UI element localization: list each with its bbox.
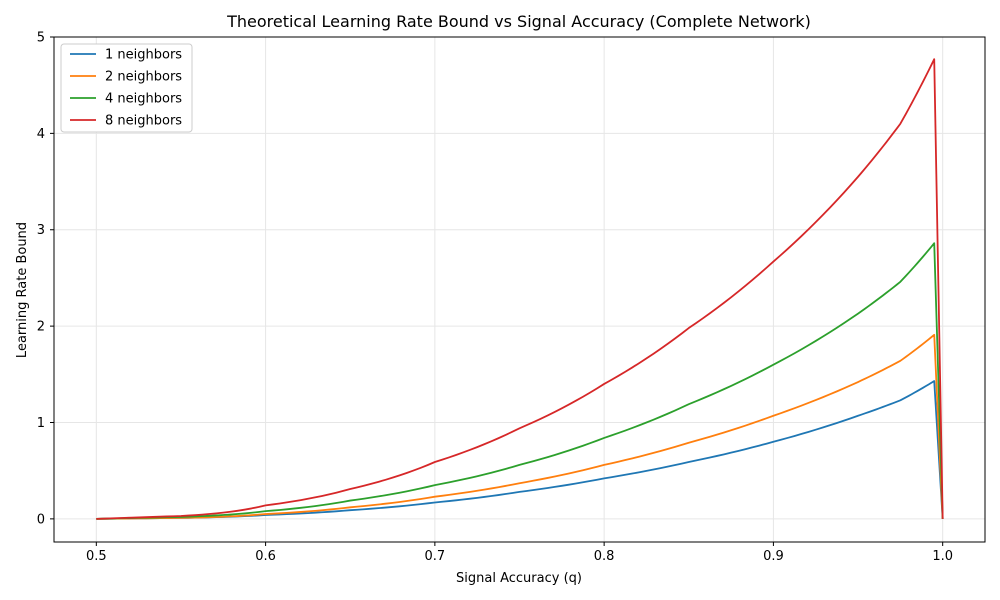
legend: 1 neighbors 2 neighbors 4 neighbors 8 neigh…	[60, 43, 193, 133]
x-tick-label: 0.9	[763, 549, 784, 564]
x-tick-label: 0.5	[86, 549, 107, 564]
y-tick-label: 4	[37, 127, 45, 142]
x-tick-label: 0.8	[594, 549, 615, 564]
series-lines	[96, 58, 944, 520]
axis-ticks: 0.5 0.6 0.7 0.8 0.9 1.0 0 1 2 3 4 5	[37, 31, 953, 565]
x-tick-label: 1.0	[932, 549, 953, 564]
series-line-4	[96, 58, 944, 520]
plot-frame	[53, 36, 986, 543]
series-line-2	[96, 333, 944, 520]
legend-label: 2 neighbors	[105, 70, 182, 85]
chart-title: Theoretical Learning Rate Bound vs Signa…	[226, 12, 811, 31]
legend-label: 4 neighbors	[105, 92, 182, 107]
legend-box	[60, 43, 193, 133]
y-tick-label: 5	[37, 31, 45, 46]
y-tick-label: 1	[37, 416, 45, 431]
series-line-1	[96, 380, 944, 520]
y-tick-label: 2	[37, 320, 45, 335]
grid	[54, 36, 985, 542]
x-tick-label: 0.7	[425, 549, 446, 564]
y-tick-label: 0	[37, 512, 45, 527]
legend-label: 8 neighbors	[105, 114, 182, 129]
series-line-3	[96, 242, 944, 520]
y-tick-label: 3	[37, 223, 45, 238]
x-tick-label: 0.6	[255, 549, 276, 564]
legend-label: 1 neighbors	[105, 48, 182, 63]
x-axis-label: Signal Accuracy (q)	[456, 571, 582, 586]
y-axis-label: Learning Rate Bound	[15, 222, 30, 358]
